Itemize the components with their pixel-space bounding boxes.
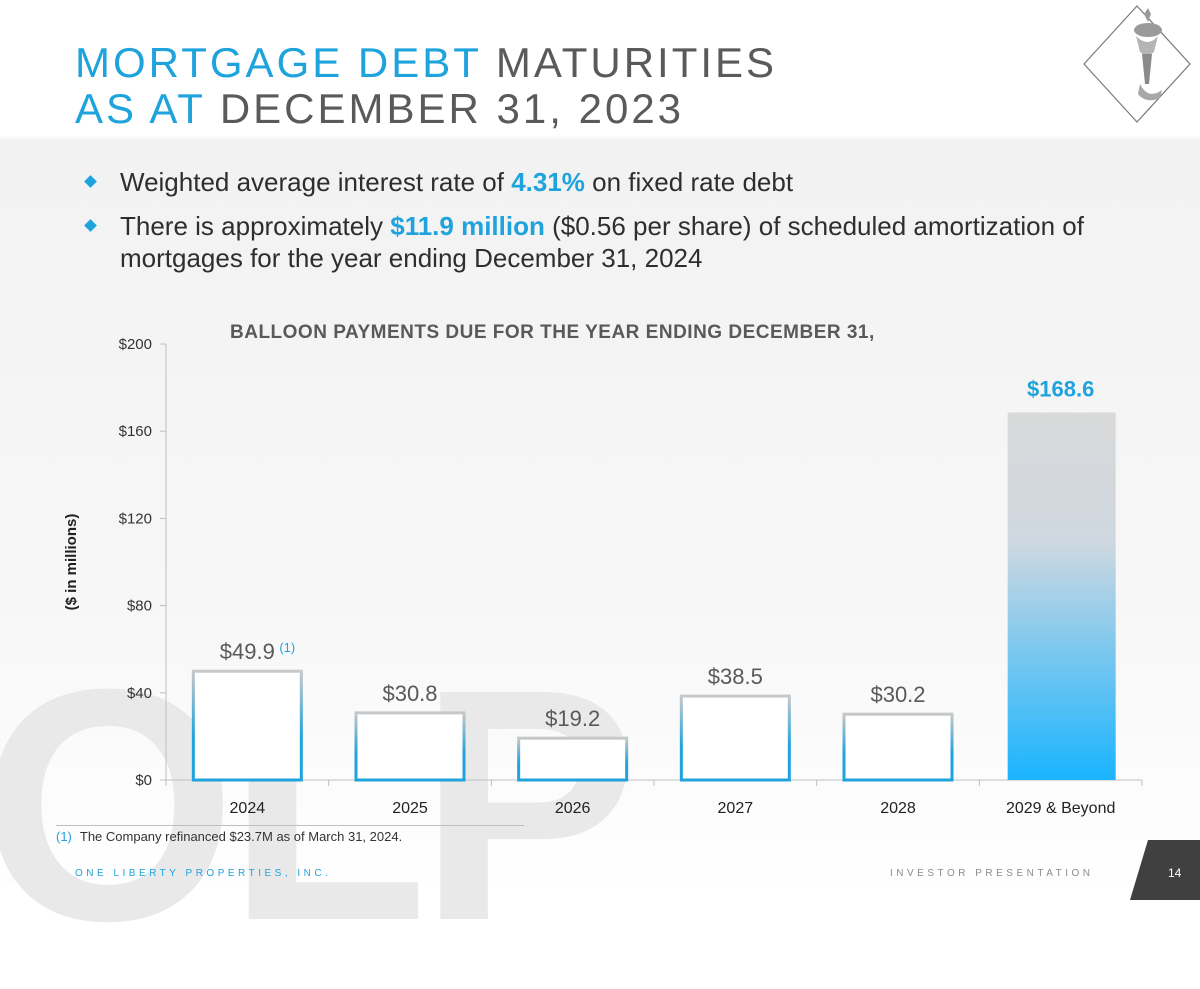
x-tick-label: 2028 (880, 800, 916, 817)
bar-2026 (517, 736, 629, 782)
x-tick-label: 2029 & Beyond (1006, 800, 1115, 817)
bar-2025 (354, 711, 466, 782)
bar-2028 (842, 712, 954, 782)
footnote-marker-label: (1) (279, 640, 295, 655)
data-label: $30.8 (382, 681, 437, 706)
statue-of-liberty-logo (1083, 5, 1191, 123)
bullet-highlight: $11.9 million (390, 211, 545, 241)
title-accent-1: MORTGAGE DEBT (75, 39, 482, 86)
page-number-tab (1130, 840, 1200, 900)
page-title: MORTGAGE DEBT MATURITIES AS AT DECEMBER … (75, 40, 777, 132)
page-number: 14 (1168, 866, 1182, 880)
data-label: $38.5 (708, 664, 763, 689)
footer-presentation: INVESTOR PRESENTATION (890, 868, 1094, 879)
x-tick-label: 2027 (718, 800, 754, 817)
title-rest-2: DECEMBER 31, 2023 (205, 85, 685, 132)
y-tick-label: $40 (127, 685, 152, 702)
y-tick-label: $200 (119, 336, 152, 353)
footnote: (1) The Company refinanced $23.7M as of M… (56, 829, 402, 844)
data-label: $30.2 (870, 682, 925, 707)
bullet-amortization: There is approximately $11.9 million ($0… (84, 210, 1086, 274)
chart-title: BALLOON PAYMENTS DUE FOR THE YEAR ENDING… (230, 322, 875, 343)
data-label: $168.6 (1027, 376, 1094, 401)
footnote-text: The Company refinanced $23.7M as of Marc… (79, 829, 403, 844)
data-label: $19.2 (545, 706, 600, 731)
x-tick-label: 2025 (392, 800, 428, 817)
bar-2024 (191, 669, 303, 782)
footer-company: ONE LIBERTY PROPERTIES, INC. (75, 868, 332, 879)
footnote-divider (56, 825, 524, 826)
bullet-highlight: 4.31% (511, 167, 585, 197)
title-rest-1: MATURITIES (481, 39, 778, 86)
bullet-text: ($0.56 per share) of scheduled amortizat… (120, 211, 1084, 273)
balloon-payments-chart: $0 $40 $80 $120 $160 $200 ($ in millions) $49.9… (63, 336, 1143, 817)
title-accent-2: AS AT (75, 85, 206, 132)
footnote-marker: (1) (56, 829, 72, 844)
data-label: $49.9 (220, 639, 275, 664)
x-tick-label: 2024 (230, 800, 266, 817)
y-tick-label: $160 (119, 423, 152, 440)
bullet-list: Weighted average interest rate of 4.31% … (84, 166, 1086, 286)
bar-2027 (679, 694, 791, 782)
bullet-text: on fixed rate debt (584, 167, 794, 197)
x-tick-label: 2026 (555, 800, 591, 817)
bullet-interest-rate: Weighted average interest rate of 4.31% … (84, 166, 1086, 198)
bar-2029-beyond (1007, 412, 1116, 780)
y-tick-label: $120 (119, 510, 152, 527)
y-tick-label: $0 (135, 772, 152, 789)
bullet-text: There is approximately (120, 211, 391, 241)
y-tick-label: $80 (127, 598, 152, 615)
y-axis-label: ($ in millions) (63, 514, 80, 611)
bullet-text: Weighted average interest rate of (120, 167, 512, 197)
